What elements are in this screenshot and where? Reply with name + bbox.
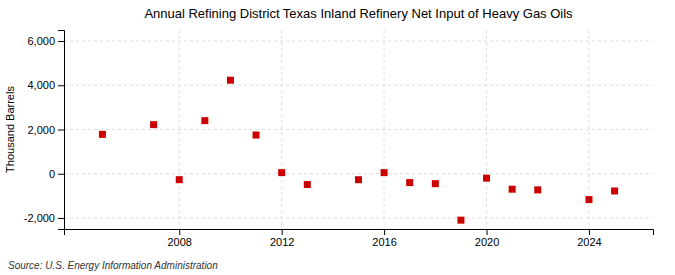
point [585, 196, 592, 203]
point [278, 169, 285, 176]
tick-mark [58, 130, 64, 131]
point [176, 176, 183, 183]
axis-line [65, 230, 654, 236]
tick: 2024 [577, 229, 601, 248]
tick-label: 2024 [577, 236, 601, 248]
point [509, 186, 516, 193]
point [381, 169, 388, 176]
point [406, 179, 413, 186]
tick-label: 2012 [270, 236, 294, 248]
tick-mark [589, 229, 590, 235]
tick: 2016 [372, 229, 396, 248]
grid-line [179, 30, 180, 229]
x-axis: 2008 2012 2016 2020 2024 [65, 229, 654, 248]
points [99, 77, 618, 224]
tick: -2,000 [24, 212, 64, 224]
grid [64, 30, 653, 229]
tick: 4,000 [27, 79, 64, 91]
grid-line [64, 129, 653, 130]
point [150, 121, 157, 128]
point [534, 186, 541, 193]
tick: 6,000 [27, 35, 64, 47]
point [304, 181, 311, 188]
y-axis-label: Thousand Barrels [4, 86, 16, 173]
tick-label: 2008 [167, 236, 191, 248]
grid-line [64, 85, 653, 86]
tick: 2020 [475, 229, 499, 248]
grid-line [486, 30, 487, 229]
point [355, 176, 362, 183]
tick-mark [58, 85, 64, 86]
tick-label: -2,000 [24, 212, 55, 224]
point [432, 180, 439, 187]
point [457, 217, 464, 224]
grid-line [64, 41, 653, 42]
point [99, 131, 106, 138]
tick-label: 0 [49, 168, 55, 180]
y-axis: -2,000 0 2,000 4,000 6,000 [24, 31, 65, 230]
tick: 0 [49, 168, 64, 180]
tick-mark [282, 229, 283, 235]
tick: 2008 [167, 229, 191, 248]
grid-line [64, 173, 653, 174]
tick: 2012 [270, 229, 294, 248]
tick-label: 2,000 [27, 124, 55, 136]
tick-label: 4,000 [27, 79, 55, 91]
tick-mark [58, 218, 64, 219]
plot: 2008 2012 2016 2020 2024 -2,000 0 2,000 4,000 6,0… [24, 30, 654, 248]
title: Annual Refining District Texas Inland Re… [144, 6, 573, 21]
grid-line [64, 217, 653, 218]
tick-mark [384, 229, 385, 235]
point [611, 187, 618, 194]
axis-line [58, 31, 65, 230]
tick-label: 2016 [372, 236, 396, 248]
point [201, 117, 208, 124]
point [253, 132, 260, 139]
tick-mark [179, 229, 180, 235]
point [483, 175, 490, 182]
annotation: Source: U.S. Energy Information Administ… [8, 260, 218, 271]
tick-mark [58, 41, 64, 42]
chart: 2008 2012 2016 2020 2024 -2,000 0 2,000 4,000 6,0… [0, 0, 675, 275]
tick-label: 6,000 [27, 35, 55, 47]
grid-line [281, 30, 282, 229]
point [227, 77, 234, 84]
tick-mark [487, 229, 488, 235]
grid-line [384, 30, 385, 229]
tick-mark [58, 174, 64, 175]
tick-label: 2020 [475, 236, 499, 248]
tick: 2,000 [27, 124, 64, 136]
